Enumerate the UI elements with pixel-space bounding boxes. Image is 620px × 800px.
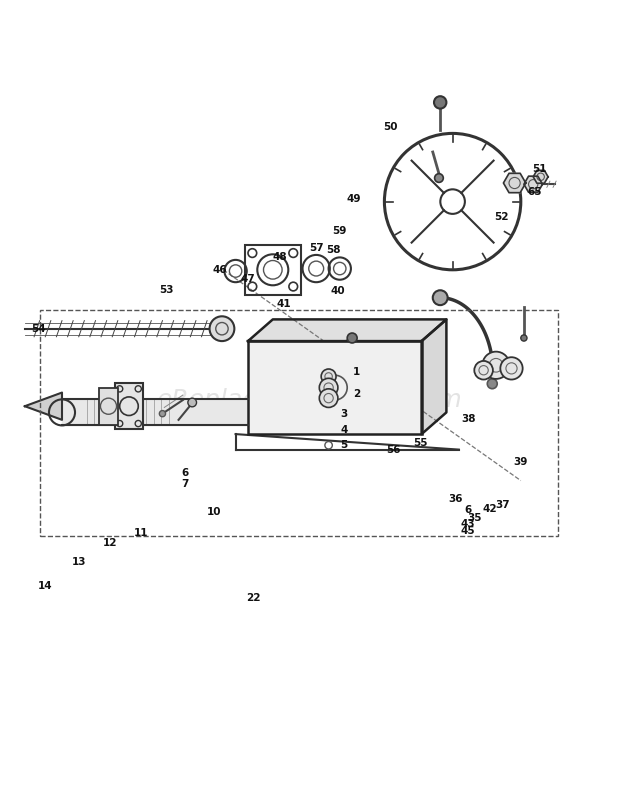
Circle shape xyxy=(482,352,510,379)
Text: 57: 57 xyxy=(309,243,324,253)
Text: 3: 3 xyxy=(340,409,348,418)
Circle shape xyxy=(347,333,357,343)
Polygon shape xyxy=(422,319,446,434)
Text: 54: 54 xyxy=(31,324,46,334)
Bar xyxy=(248,341,422,434)
Text: 22: 22 xyxy=(246,594,260,603)
Text: 12: 12 xyxy=(103,538,118,547)
Text: 53: 53 xyxy=(159,285,174,294)
Bar xyxy=(99,387,118,425)
Circle shape xyxy=(210,316,234,341)
Text: 41: 41 xyxy=(277,299,291,309)
Text: 2: 2 xyxy=(353,389,360,399)
Bar xyxy=(245,245,301,294)
Polygon shape xyxy=(25,393,62,420)
Text: 52: 52 xyxy=(494,212,508,222)
Polygon shape xyxy=(248,319,446,341)
Text: 38: 38 xyxy=(461,414,476,424)
Text: 47: 47 xyxy=(241,274,255,284)
Polygon shape xyxy=(62,399,248,426)
Circle shape xyxy=(500,358,523,379)
Polygon shape xyxy=(503,174,526,193)
Text: 13: 13 xyxy=(72,558,87,567)
Text: 45: 45 xyxy=(461,526,476,537)
Text: 49: 49 xyxy=(346,194,361,203)
Text: 4: 4 xyxy=(340,425,348,434)
Bar xyxy=(115,383,143,430)
Text: 55: 55 xyxy=(413,438,428,448)
Text: 7: 7 xyxy=(181,478,188,489)
Text: 40: 40 xyxy=(330,286,345,297)
Text: eReplacementParts.com: eReplacementParts.com xyxy=(157,388,463,412)
Text: 35: 35 xyxy=(467,513,482,523)
Text: 37: 37 xyxy=(495,501,510,510)
Text: 58: 58 xyxy=(326,245,341,255)
Circle shape xyxy=(188,398,197,407)
Circle shape xyxy=(435,174,443,182)
Text: 14: 14 xyxy=(37,581,52,591)
Text: 5: 5 xyxy=(340,440,348,450)
Text: 39: 39 xyxy=(513,457,528,467)
Circle shape xyxy=(319,389,338,407)
Circle shape xyxy=(434,96,446,109)
Text: 48: 48 xyxy=(273,253,288,262)
Circle shape xyxy=(159,410,166,417)
Text: 10: 10 xyxy=(206,506,221,517)
Circle shape xyxy=(521,335,527,341)
Circle shape xyxy=(487,378,497,389)
Text: 65: 65 xyxy=(527,187,542,198)
Circle shape xyxy=(321,369,336,384)
Circle shape xyxy=(319,378,338,397)
Text: 1: 1 xyxy=(353,367,360,377)
Polygon shape xyxy=(533,170,548,183)
Text: 51: 51 xyxy=(532,164,547,174)
Bar xyxy=(40,310,558,536)
Polygon shape xyxy=(524,176,542,192)
Circle shape xyxy=(433,290,448,305)
Text: 56: 56 xyxy=(386,445,401,454)
Text: 50: 50 xyxy=(383,122,398,132)
Text: 6: 6 xyxy=(464,505,472,514)
Text: 11: 11 xyxy=(134,528,149,538)
Text: 46: 46 xyxy=(213,265,228,275)
Circle shape xyxy=(474,361,493,379)
Text: 43: 43 xyxy=(461,519,476,529)
Text: 59: 59 xyxy=(332,226,347,236)
Text: 6: 6 xyxy=(181,467,188,478)
Text: 36: 36 xyxy=(448,494,463,504)
Text: 42: 42 xyxy=(482,504,497,514)
